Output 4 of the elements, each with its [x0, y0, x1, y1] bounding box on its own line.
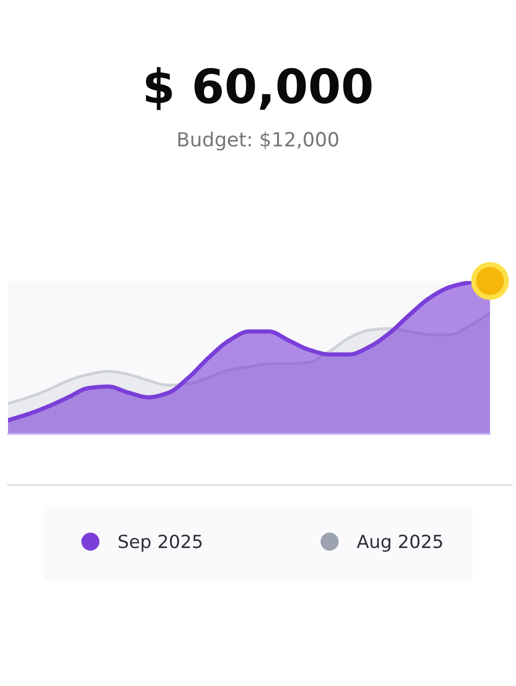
chart-subtitle: Budget: $12,000 — [178, 132, 338, 150]
legend-label: Sep 2025 — [118, 534, 202, 552]
chart-title: $ 60,000 — [146, 67, 372, 110]
legend-label: Aug 2025 — [356, 534, 442, 552]
